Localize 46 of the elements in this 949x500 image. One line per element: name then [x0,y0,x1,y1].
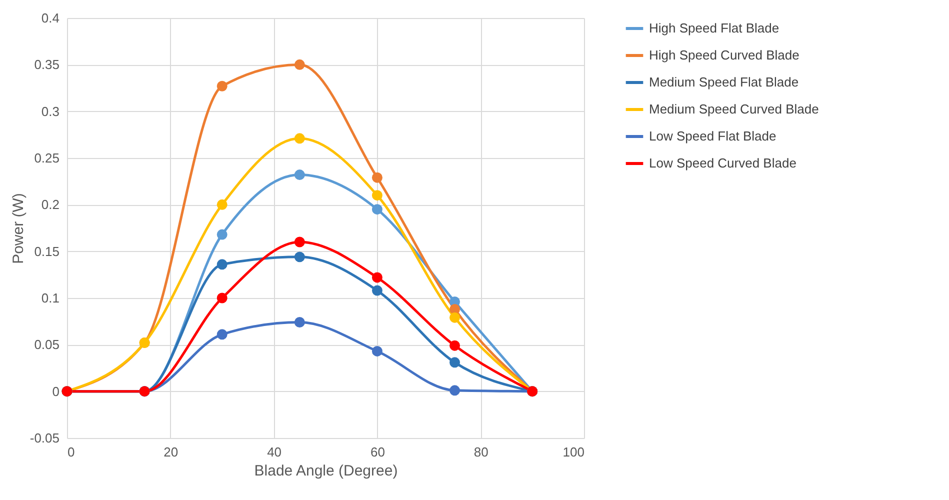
point [216,259,228,270]
point [372,172,382,183]
point [372,346,382,356]
x-tick-label: 20 [164,444,178,460]
point [294,59,305,70]
y-tick-label: 0.15 [34,244,60,259]
y-tick-label: 0.4 [41,10,60,26]
x-tick-label: 60 [370,444,385,460]
y-tick-label: 0.25 [34,150,60,166]
y-tick-label: 0.1 [41,290,60,306]
y-tick-label: 0.35 [34,57,60,72]
legend-label: Medium Speed Flat Blade [649,74,799,90]
point [294,252,305,262]
point [294,170,305,180]
x-axis-title: Blade Angle (Degree) [254,462,398,480]
y-tick-label: 0.2 [41,197,60,212]
point [294,236,305,248]
legend-label: Low Speed Curved Blade [649,156,796,170]
point [372,285,382,296]
x-tick-label: 100 [562,444,584,460]
point [372,272,382,283]
point [216,292,228,304]
y-tick-label: 0.05 [34,337,60,352]
point [450,312,460,323]
point [450,340,460,351]
point [372,190,382,201]
point [294,317,305,328]
point [216,80,228,92]
x-tick-label: 40 [267,444,282,460]
point [216,329,228,340]
x-tick-label: 0 [68,444,75,460]
legend-label: High Speed Curved Blade [649,48,800,62]
y-axis-title: Power (W) [10,193,27,264]
point [372,204,382,215]
legend-label: High Speed Flat Blade [649,20,780,36]
point [450,385,460,396]
point [216,199,228,210]
x-tick-label: 80 [474,444,488,460]
y-tick-label: -0.05 [30,430,60,446]
point [450,357,460,368]
point [216,229,228,240]
legend-label: Low Speed Flat Blade [649,128,776,144]
legend-label: Medium Speed Curved Blade [649,102,819,116]
y-tick-label: 0 [52,384,60,399]
point [294,133,305,144]
y-tick-label: 0.3 [41,104,60,119]
